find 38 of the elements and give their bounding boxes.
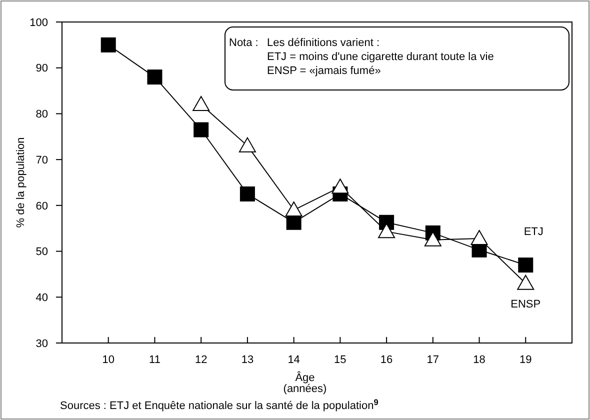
x-tick-label: 14 (288, 354, 300, 366)
x-tick-label: 17 (426, 354, 440, 366)
point (378, 223, 396, 238)
y-tick-label: 50 (36, 246, 48, 258)
point (147, 70, 162, 85)
y-tick-label: 80 (36, 108, 48, 121)
y-tick-label: 40 (36, 292, 48, 304)
point (518, 258, 534, 273)
source-note: Sources : ETJ et Enquête nationale sur la santé de la population$^{9}$ (60, 398, 379, 412)
y-tick-label: 90 (36, 62, 48, 75)
point (286, 214, 302, 230)
point (240, 186, 255, 202)
x-tick-label: 18 (473, 354, 486, 366)
y-tick-label: 100 (30, 16, 48, 29)
x-axis-title: Âge (années) (283, 371, 327, 395)
x-tick-label: 16 (380, 354, 393, 366)
x-tick-label: 11 (149, 354, 160, 366)
point (424, 231, 442, 246)
point (194, 122, 209, 138)
y-tick-label: 60 (36, 200, 48, 212)
x-tick-label: 10 (102, 354, 114, 366)
x-tick-label: 12 (194, 354, 208, 366)
point (238, 137, 256, 152)
point (285, 202, 302, 217)
series-label: ETJ (524, 226, 544, 238)
x-tick-label: 19 (520, 354, 532, 366)
y-tick-label: 30 (36, 338, 48, 350)
x-tick-label: 15 (334, 354, 346, 366)
point (100, 37, 116, 52)
point (517, 274, 534, 290)
annotation: Nota : Les définitions varient : ETJ = moins d'une cigarette durant toute la vie ENSP = «jamais fumé» (229, 37, 494, 77)
point (192, 96, 210, 112)
point (470, 230, 488, 245)
series-label: ENSP (510, 298, 541, 310)
y-tick-label: 70 (36, 154, 48, 166)
x-tick-label: 13 (241, 354, 254, 366)
point (332, 178, 349, 194)
y-axis-title: % de la population (15, 137, 27, 228)
